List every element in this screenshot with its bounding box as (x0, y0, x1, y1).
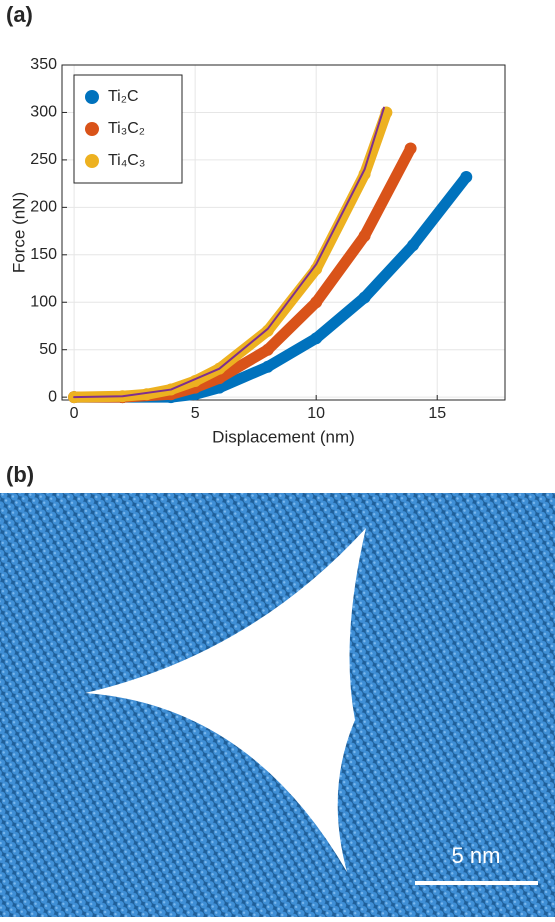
y-tick-label: 150 (30, 246, 57, 263)
legend-label: Ti₂C (108, 88, 139, 105)
y-tick-label: 50 (39, 341, 57, 358)
point (358, 291, 371, 304)
x-tick-label: 15 (428, 405, 446, 422)
point (261, 324, 274, 337)
legend-label: Ti₄C₃ (108, 152, 145, 169)
y-tick-label: 100 (30, 293, 57, 310)
legend-label: Ti₃C₂ (108, 120, 145, 137)
x-tick-label: 0 (70, 405, 79, 422)
point (407, 239, 420, 252)
legend-marker (85, 122, 99, 136)
point (310, 263, 323, 276)
void (85, 528, 366, 872)
x-axis-label: Displacement (nm) (212, 427, 355, 446)
point (404, 142, 417, 155)
y-tick-label: 0 (48, 388, 57, 405)
atomistic-image: 5 nm (0, 493, 555, 917)
axes-box (61, 64, 506, 401)
point (310, 296, 323, 309)
point (261, 343, 274, 356)
legend-marker (85, 154, 99, 168)
y-tick-label: 200 (30, 199, 57, 216)
plot: 0 50 100 150 200 250 300 350 0 5 10 15 Displacement … (9, 56, 506, 446)
panel-label: (a) (6, 2, 33, 27)
point (310, 332, 323, 345)
x-tick-label: 5 (191, 405, 200, 422)
point (261, 360, 274, 373)
point (460, 170, 473, 183)
scale-bar-label: 5 nm (452, 843, 501, 868)
y-tick-label: 300 (30, 104, 57, 121)
y-axis-label: Force (nN) (9, 192, 28, 273)
point (140, 388, 153, 401)
x-tick-label: 10 (307, 405, 325, 422)
fit-line (73, 106, 385, 399)
panel-label: (b) (6, 462, 34, 487)
y-tick-label: 250 (30, 151, 57, 168)
legend-marker (85, 90, 99, 104)
point (358, 229, 371, 242)
y-tick-label: 350 (30, 56, 57, 73)
